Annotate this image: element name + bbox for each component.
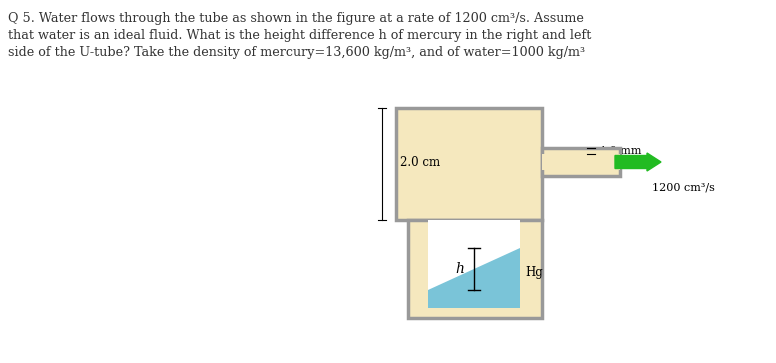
Polygon shape: [428, 220, 520, 308]
Text: side of the U-tube? Take the density of mercury=13,600 kg/m³, and of water=1000 : side of the U-tube? Take the density of …: [8, 46, 585, 59]
Text: Q 5. Water flows through the tube as shown in the figure at a rate of 1200 cm³/s: Q 5. Water flows through the tube as sho…: [8, 12, 584, 25]
Polygon shape: [428, 248, 520, 308]
Polygon shape: [408, 220, 542, 318]
Text: 2.0 cm: 2.0 cm: [400, 155, 440, 168]
Bar: [542, 154, 620, 170]
Text: that water is an ideal fluid. What is the height difference h of mercury in the : that water is an ideal fluid. What is th…: [8, 29, 591, 42]
Polygon shape: [396, 108, 542, 220]
Text: Hg: Hg: [525, 266, 542, 279]
Text: 4.0 mm: 4.0 mm: [599, 146, 642, 156]
Text: h: h: [456, 262, 464, 276]
Bar: [542, 148, 620, 176]
Text: 1200 cm³/s: 1200 cm³/s: [652, 182, 715, 192]
FancyArrow shape: [615, 153, 661, 171]
